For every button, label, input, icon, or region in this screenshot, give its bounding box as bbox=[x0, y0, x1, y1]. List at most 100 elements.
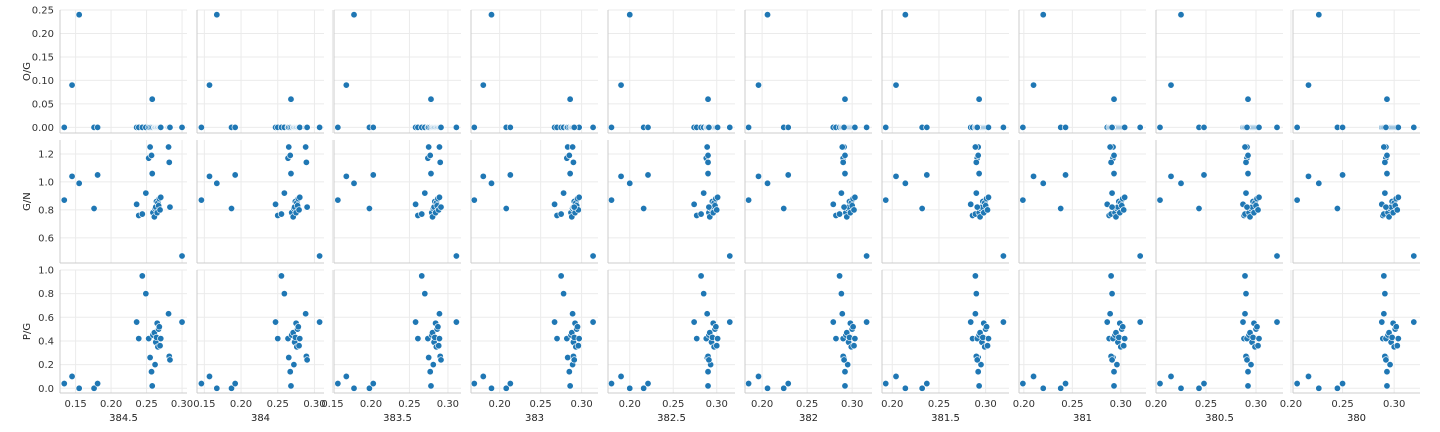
data-point bbox=[850, 206, 858, 214]
data-point bbox=[574, 342, 582, 350]
data-point bbox=[640, 204, 648, 212]
data-point bbox=[1115, 333, 1123, 341]
data-point bbox=[151, 361, 159, 369]
data-point bbox=[784, 123, 792, 131]
x-axis-label: 383 bbox=[525, 413, 544, 424]
data-point bbox=[274, 335, 282, 343]
data-point bbox=[565, 151, 573, 159]
data-point bbox=[1333, 204, 1341, 212]
facet-panel bbox=[331, 140, 461, 264]
data-point bbox=[75, 11, 83, 19]
data-point bbox=[138, 272, 146, 280]
data-point bbox=[972, 158, 980, 166]
facet-panel bbox=[1290, 9, 1420, 134]
x-tick-label: 0.15 bbox=[64, 399, 86, 410]
data-point bbox=[764, 11, 772, 19]
data-point bbox=[165, 158, 173, 166]
data-point bbox=[1239, 318, 1247, 326]
data-point bbox=[1242, 189, 1250, 197]
data-point bbox=[784, 380, 792, 388]
data-point bbox=[316, 252, 324, 260]
x-tick-label: 0.20 bbox=[1145, 399, 1167, 410]
x-tick-label: 0.20 bbox=[881, 399, 903, 410]
data-point bbox=[1062, 380, 1070, 388]
data-point bbox=[1383, 95, 1391, 103]
data-point bbox=[574, 323, 582, 331]
data-point bbox=[1249, 333, 1257, 341]
data-point bbox=[156, 206, 164, 214]
y-tick-label: 0.2 bbox=[38, 360, 54, 371]
data-point bbox=[764, 179, 772, 187]
data-point bbox=[901, 384, 909, 392]
data-point bbox=[575, 335, 583, 343]
x-tick-label: 0.25 bbox=[530, 399, 552, 410]
data-point bbox=[892, 81, 900, 89]
data-point bbox=[365, 204, 373, 212]
x-tick-label: 0.25 bbox=[135, 399, 157, 410]
data-point bbox=[1381, 189, 1389, 197]
y-tick-label: 0.0 bbox=[38, 384, 54, 395]
data-point bbox=[784, 171, 792, 179]
data-point bbox=[1388, 333, 1396, 341]
x-tick-label: 0.30 bbox=[1245, 399, 1267, 410]
data-point bbox=[607, 380, 615, 388]
data-point bbox=[704, 158, 712, 166]
data-point bbox=[1304, 172, 1312, 180]
data-point bbox=[703, 310, 711, 318]
facet-panel bbox=[1155, 140, 1283, 264]
data-point bbox=[342, 372, 350, 380]
data-point bbox=[437, 123, 445, 131]
data-point bbox=[1315, 11, 1323, 19]
data-point bbox=[418, 210, 426, 218]
data-point bbox=[1244, 151, 1252, 159]
data-point bbox=[1107, 272, 1115, 280]
data-point bbox=[94, 123, 102, 131]
data-point bbox=[1039, 384, 1047, 392]
data-point bbox=[1110, 382, 1118, 390]
data-point bbox=[975, 95, 983, 103]
data-point bbox=[690, 318, 698, 326]
data-point bbox=[1106, 143, 1114, 151]
data-point bbox=[213, 384, 221, 392]
data-point bbox=[178, 123, 186, 131]
facet-panel bbox=[607, 9, 735, 134]
data-point bbox=[704, 95, 712, 103]
data-point bbox=[1241, 310, 1249, 318]
data-point bbox=[700, 189, 708, 197]
data-point bbox=[421, 189, 429, 197]
data-point bbox=[979, 333, 987, 341]
data-point bbox=[452, 123, 460, 131]
y-tick-label: 0.25 bbox=[32, 6, 54, 17]
data-point bbox=[197, 123, 205, 131]
data-point bbox=[75, 179, 83, 187]
data-point bbox=[984, 342, 992, 350]
facet-panel bbox=[607, 269, 735, 394]
facet-panel bbox=[331, 9, 461, 134]
x-tick-label: 0.25 bbox=[1195, 399, 1217, 410]
data-point bbox=[1108, 203, 1116, 211]
data-point bbox=[502, 384, 510, 392]
data-point bbox=[75, 384, 83, 392]
data-point bbox=[713, 206, 721, 214]
x-tick-label: 0.20 bbox=[489, 399, 511, 410]
data-point bbox=[850, 342, 858, 350]
data-point bbox=[425, 143, 433, 151]
data-point bbox=[290, 361, 298, 369]
data-point bbox=[470, 123, 478, 131]
data-point bbox=[68, 81, 76, 89]
data-point bbox=[1110, 95, 1118, 103]
data-point bbox=[1382, 123, 1390, 131]
data-point bbox=[287, 382, 295, 390]
data-point bbox=[984, 123, 992, 131]
data-point bbox=[851, 123, 859, 131]
data-point bbox=[1380, 310, 1388, 318]
x-tick-label: 0.20 bbox=[619, 399, 641, 410]
data-point bbox=[427, 170, 435, 178]
data-point bbox=[1177, 384, 1185, 392]
data-point bbox=[1195, 384, 1203, 392]
data-point bbox=[1030, 81, 1038, 89]
data-point bbox=[435, 193, 443, 201]
data-point bbox=[1177, 179, 1185, 187]
data-point bbox=[644, 123, 652, 131]
facet-panel bbox=[1018, 9, 1146, 134]
